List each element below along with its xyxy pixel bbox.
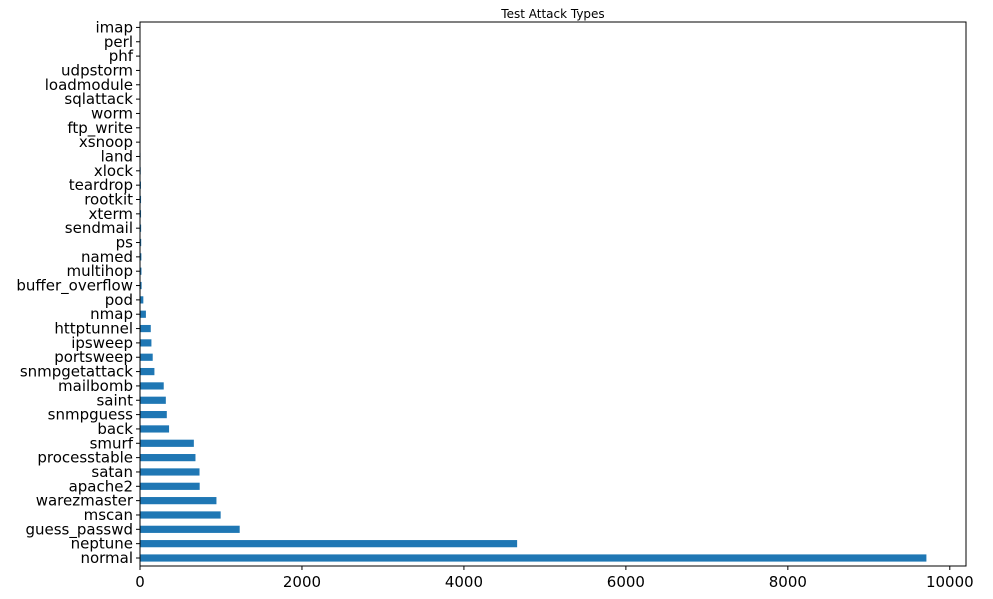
bar-ipsweep: [140, 339, 151, 346]
bar-apache2: [140, 483, 200, 490]
x-tick-label: 10000: [926, 573, 974, 591]
bar-satan: [140, 468, 200, 475]
bar-snmpguess: [140, 411, 167, 418]
bar-snmpgetattack: [140, 368, 154, 375]
y-tick-label: imap: [96, 18, 134, 36]
x-tick-label: 4000: [445, 573, 483, 591]
x-axis-ticks: 0 2000 4000 6000 8000 10000: [135, 566, 973, 591]
bar-processtable: [140, 454, 195, 461]
x-tick-label: 8000: [769, 573, 807, 591]
bar-normal: [140, 554, 926, 561]
bar-saint: [140, 397, 166, 404]
plot-area-frame: [140, 22, 966, 566]
x-tick-label: 2000: [283, 573, 321, 591]
bar-smurf: [140, 440, 194, 447]
bar-guess_passwd: [140, 526, 240, 533]
y-axis-ticks: normalneptuneguess_passwdmscanwarezmaste…: [16, 18, 140, 567]
bar-httptunnel: [140, 325, 151, 332]
x-tick-label: 6000: [607, 573, 645, 591]
bar-mailbomb: [140, 382, 164, 389]
chart-title: Test Attack Types: [500, 7, 604, 21]
bar-nmap: [140, 311, 146, 318]
bar-back: [140, 425, 169, 432]
bar-mscan: [140, 511, 221, 518]
bars-layer: [140, 24, 926, 562]
bar-portsweep: [140, 354, 153, 361]
bar-neptune: [140, 540, 517, 547]
bar-warezmaster: [140, 497, 216, 504]
x-tick-label: 0: [135, 573, 145, 591]
